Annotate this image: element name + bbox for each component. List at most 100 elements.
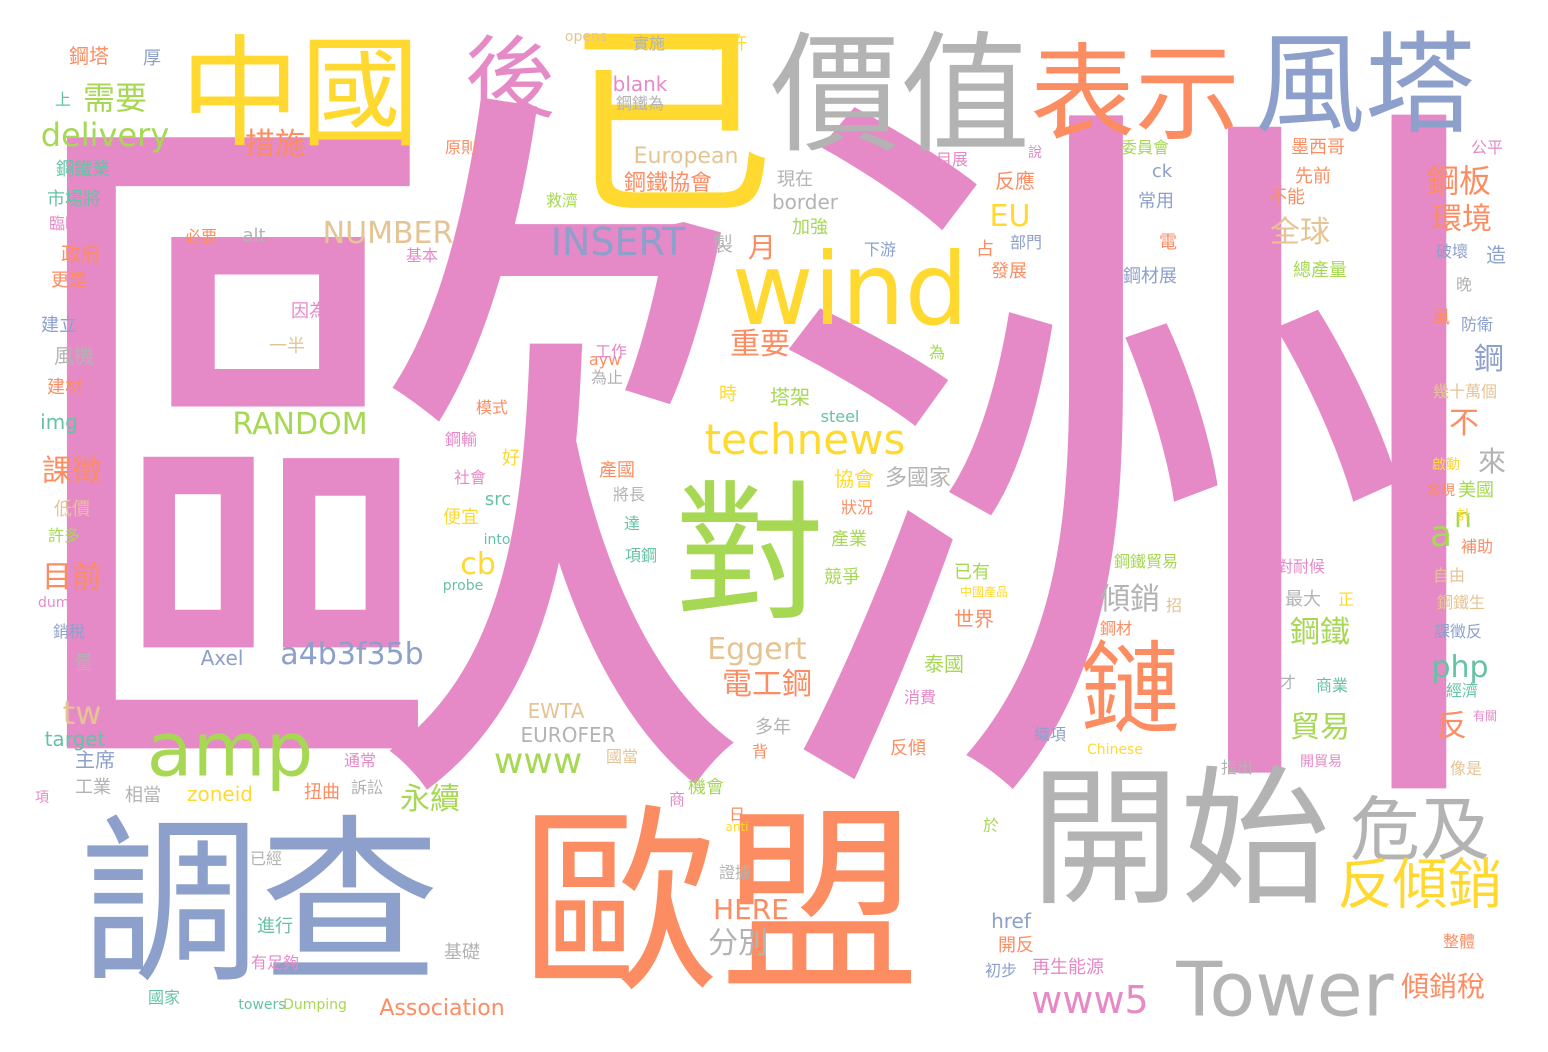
word-cloud-word: 傾銷 xyxy=(1100,582,1160,617)
word-cloud-word: anti xyxy=(725,820,749,834)
word-cloud-word: 已經 xyxy=(249,849,283,868)
word-cloud-word: 課徵反 xyxy=(1433,622,1483,641)
word-cloud-word: delivery xyxy=(40,116,170,154)
word-cloud-word: 原則 xyxy=(444,138,478,157)
word-cloud-word: 像是 xyxy=(1449,759,1483,778)
word-cloud-word: EUROFER xyxy=(520,723,616,747)
word-cloud-word: 於 xyxy=(982,816,1000,835)
word-cloud-word: 時 xyxy=(719,384,737,405)
word-cloud-word: INSERT xyxy=(550,220,686,264)
word-cloud-word: 國當 xyxy=(605,747,639,766)
word-cloud-word: 價值 xyxy=(769,19,1031,171)
word-cloud-word: 消費 xyxy=(903,688,937,707)
word-cloud-word: 鋼鐵協會 xyxy=(623,171,713,196)
word-cloud-word: 商 xyxy=(668,790,686,809)
word-cloud-word: 中國產品 xyxy=(959,585,1009,599)
word-cloud-word: 下游 xyxy=(863,240,897,259)
word-cloud-word: 扭曲 xyxy=(304,782,340,803)
word-cloud-word: 上 xyxy=(54,90,72,109)
word-cloud-word: 課徵 xyxy=(42,454,102,489)
word-cloud-word: 日 xyxy=(728,805,746,824)
word-cloud-word: 開貿易 xyxy=(1300,754,1342,770)
word-cloud-word: 整體 xyxy=(1442,932,1476,951)
word-cloud-word: 塔架 xyxy=(770,385,810,409)
word-cloud-word: 鋼鐵貿易 xyxy=(1113,552,1179,571)
word-cloud-word: 競爭 xyxy=(824,567,860,588)
word-cloud-word: 歐盟 xyxy=(519,788,921,1021)
word-cloud-word: 環境 xyxy=(1432,202,1492,237)
word-cloud-word: Dumping xyxy=(283,997,347,1013)
word-cloud-word: 不能 xyxy=(1269,187,1305,208)
word-cloud-word: 電工鋼 xyxy=(722,667,812,702)
word-cloud-word: 製 xyxy=(713,232,733,256)
word-cloud-word: 為 xyxy=(928,343,946,362)
word-cloud-word: 反應 xyxy=(995,169,1035,193)
word-cloud-word: 必要 xyxy=(184,227,218,246)
word-cloud-word: 公平 xyxy=(1470,138,1504,157)
word-cloud-word: 更是 xyxy=(51,270,87,291)
word-cloud-word: 便宜 xyxy=(443,507,479,528)
word-cloud-word: 電 xyxy=(1159,232,1177,253)
word-cloud-word: 將長 xyxy=(612,485,646,504)
word-cloud-word: 傾銷稅 xyxy=(1400,970,1486,1003)
word-cloud-word: alt xyxy=(242,225,266,246)
word-cloud-word: 國家 xyxy=(147,988,181,1007)
word-cloud-word: 低價 xyxy=(54,499,90,520)
word-cloud-word: 晚 xyxy=(1455,275,1473,294)
word-cloud-word: 允許 xyxy=(711,33,747,54)
word-cloud-word: tw xyxy=(62,694,102,732)
word-cloud-word: 來 xyxy=(1477,445,1507,478)
word-cloud-word: 鋼材 xyxy=(1099,619,1133,638)
word-cloud-word: 指出 xyxy=(1220,758,1254,777)
word-cloud-word: 銷稅 xyxy=(52,622,86,641)
word-cloud-word: 加強 xyxy=(792,217,828,238)
word-cloud-word: 現在 xyxy=(777,169,813,190)
word-cloud-word: 計 xyxy=(1457,508,1471,524)
word-cloud-word: 造 xyxy=(1486,243,1506,267)
word-cloud-word: cb xyxy=(460,547,496,582)
word-cloud-word: 模式 xyxy=(475,398,509,417)
word-cloud-word: 正 xyxy=(1337,590,1355,609)
word-cloud-word: a4b3f35b xyxy=(280,637,424,672)
word-cloud-word: 貿易 xyxy=(1290,710,1350,745)
word-cloud-word: 開始 xyxy=(1029,753,1331,927)
word-cloud-word: 反傾銷 xyxy=(1337,852,1503,917)
word-cloud-word: www5 xyxy=(1031,978,1149,1022)
word-cloud-word: img xyxy=(40,410,78,434)
word-cloud-word: 工作 xyxy=(594,342,628,361)
word-cloud-word: 主席 xyxy=(75,748,115,772)
word-cloud-word: 社會 xyxy=(453,468,487,487)
word-cloud-word: 訴訟 xyxy=(350,778,384,797)
word-cloud-word: 對 xyxy=(674,468,826,642)
word-cloud-word: 占 xyxy=(976,239,994,260)
word-cloud-word: 基本 xyxy=(405,246,439,265)
word-cloud-word: wind xyxy=(731,231,969,348)
word-cloud-word: 幾十萬個 xyxy=(1432,382,1498,401)
word-cloud-word: 市場將 xyxy=(47,189,101,210)
word-cloud-word: 政府 xyxy=(61,242,101,266)
word-cloud-word: 鋼 xyxy=(1474,342,1504,377)
word-cloud-word: zoneid xyxy=(187,782,253,806)
word-cloud-word: into xyxy=(483,532,511,548)
word-cloud-word: 已有 xyxy=(954,562,990,583)
word-cloud-word: www xyxy=(493,741,583,782)
word-cloud-word: 產國 xyxy=(599,460,635,481)
word-cloud-word: 經濟 xyxy=(1445,681,1479,700)
word-cloud-word: 危及 xyxy=(1350,789,1490,871)
word-cloud-word: 項 xyxy=(35,790,49,806)
word-cloud-word: dumping xyxy=(38,595,100,611)
word-cloud-word: 通常 xyxy=(343,751,377,770)
word-cloud-word: opens xyxy=(564,29,608,45)
word-cloud-word: NUMBER xyxy=(322,216,454,251)
word-cloud-word: 有關 xyxy=(1472,709,1498,723)
word-cloud-word: 自由 xyxy=(1432,566,1466,585)
word-cloud-word: 需要 xyxy=(82,79,148,117)
word-cloud-word: border xyxy=(771,190,839,214)
word-cloud-word: 產業 xyxy=(831,529,867,550)
word-cloud-word: 才 xyxy=(1279,673,1297,692)
word-cloud-word: 鋼鐵業 xyxy=(56,159,110,180)
word-cloud-word: probe xyxy=(442,578,484,594)
word-cloud-word: 鋼塔 xyxy=(69,44,109,68)
word-cloud-word: 歐洲 xyxy=(10,33,1510,906)
word-cloud-word: 破壞 xyxy=(1435,242,1469,261)
